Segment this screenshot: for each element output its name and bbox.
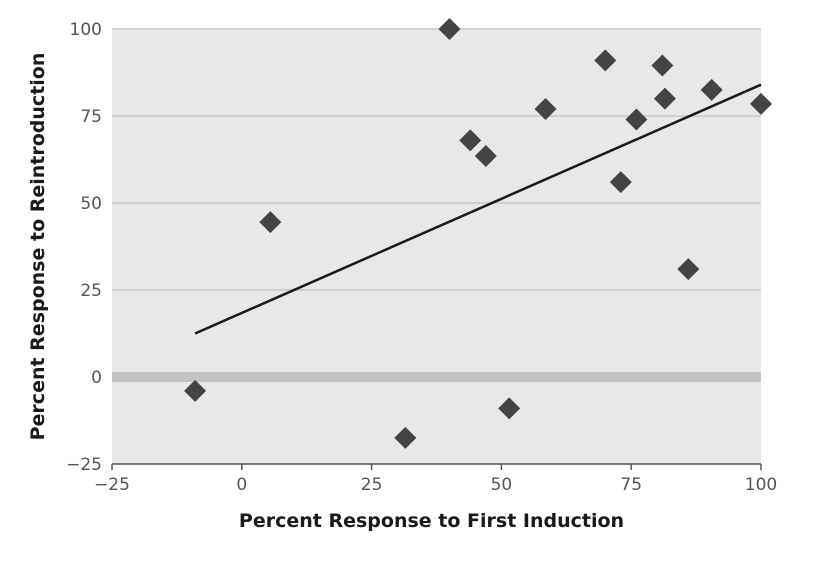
plot-background <box>112 29 761 464</box>
zero-reference-band <box>112 372 761 382</box>
x-tick-label: 75 <box>620 475 642 495</box>
data-point <box>594 49 617 72</box>
data-point <box>459 129 482 152</box>
data-point <box>534 98 557 121</box>
data-point <box>677 258 700 281</box>
data-point <box>700 78 723 101</box>
data-point <box>750 92 772 115</box>
data-point <box>474 145 497 168</box>
x-tick-label: 100 <box>745 475 777 495</box>
x-axis-title: Percent Response to First Induction <box>239 510 624 532</box>
x-tick-label: 50 <box>491 475 513 495</box>
y-tick-label: 25 <box>80 281 102 301</box>
x-tick-label: −25 <box>94 475 130 495</box>
y-tick-label: −25 <box>66 455 102 475</box>
grid-lines <box>112 28 761 291</box>
y-tick-label: 100 <box>70 20 102 40</box>
y-tick-label: 75 <box>80 107 102 127</box>
data-point <box>259 211 282 234</box>
trend-line <box>194 83 762 335</box>
data-points <box>184 18 772 449</box>
data-point <box>651 54 674 77</box>
y-axis-ticks: −25 0 25 50 75 100 <box>66 20 102 475</box>
data-point <box>609 171 632 194</box>
data-point <box>438 18 461 40</box>
y-axis-title: Percent Response to Reintroduction <box>27 53 49 441</box>
y-tick-label: 0 <box>91 368 102 388</box>
data-point <box>394 426 417 449</box>
data-point <box>184 379 207 402</box>
y-tick-label: 50 <box>80 194 102 214</box>
data-point <box>625 108 648 131</box>
data-point <box>653 87 676 110</box>
data-point <box>498 397 521 420</box>
x-tick-label: 0 <box>236 475 247 495</box>
x-axis-ticks: −25 0 25 50 75 100 <box>94 464 777 495</box>
x-tick-label: 25 <box>361 475 383 495</box>
